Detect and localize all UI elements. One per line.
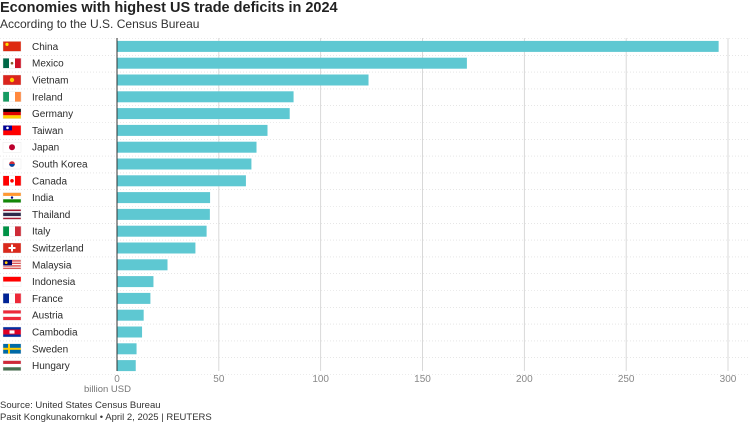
germany-flag <box>2 108 22 119</box>
bar-taiwan <box>117 124 268 136</box>
taiwan-flag <box>2 125 22 136</box>
mexico-flag <box>2 58 22 69</box>
bar-cambodia <box>117 326 143 338</box>
category-label: China <box>32 42 59 53</box>
bar-vietnam <box>117 74 369 86</box>
bar-ireland <box>117 91 294 103</box>
france-flag <box>2 293 22 304</box>
bar-south-korea <box>117 158 252 170</box>
bar-canada <box>117 175 246 187</box>
bar-malaysia <box>117 259 168 271</box>
category-label: Sweden <box>32 344 68 355</box>
category-label: France <box>32 294 64 305</box>
chart-subtitle: According to the U.S. Census Bureau <box>0 17 200 31</box>
category-label: South Korea <box>32 160 88 171</box>
category-label: Thailand <box>32 210 70 221</box>
italy-flag <box>2 225 22 237</box>
category-label: Cambodia <box>32 328 78 339</box>
category-label: Indonesia <box>32 277 76 288</box>
vietnam-flag <box>2 74 22 86</box>
chart-title: Economies with highest US trade deficits… <box>0 0 338 16</box>
x-tick-label: 200 <box>516 374 533 385</box>
bar-austria <box>117 309 144 321</box>
south-korea-flag <box>2 158 22 170</box>
bar-italy <box>117 225 207 237</box>
china-flag <box>2 41 22 52</box>
category-label: Malaysia <box>32 260 72 271</box>
bar-japan <box>117 141 257 153</box>
cambodia-flag <box>2 326 22 338</box>
ireland-flag <box>2 91 22 103</box>
category-label: Austria <box>32 311 64 322</box>
sweden-flag <box>2 343 22 354</box>
india-flag <box>2 192 22 203</box>
bar-mexico <box>117 57 467 69</box>
category-label: Germany <box>32 109 73 120</box>
bar-switzerland <box>117 242 196 254</box>
bar-france <box>117 292 151 304</box>
hungary-flag <box>2 360 22 371</box>
credit-line: Pasit Kongkunakornkul • April 2, 2025 | … <box>0 412 212 423</box>
switzerland-flag <box>2 242 22 254</box>
austria-flag <box>2 310 22 321</box>
bar-hungary <box>117 360 136 372</box>
x-tick-label: 0 <box>114 374 120 385</box>
malaysia-flag <box>2 259 22 270</box>
canada-flag <box>2 175 22 187</box>
category-label: Vietnam <box>32 76 69 87</box>
thailand-flag <box>2 209 22 220</box>
category-label: Mexico <box>32 59 64 70</box>
category-label: Ireland <box>32 92 63 103</box>
bar-indonesia <box>117 276 154 288</box>
x-tick-label: 300 <box>720 374 737 385</box>
category-label: Italy <box>32 227 50 238</box>
x-tick-label: 150 <box>414 374 431 385</box>
category-label: Switzerland <box>32 244 84 255</box>
bar-sweden <box>117 343 137 355</box>
japan-flag <box>2 141 22 153</box>
indonesia-flag <box>2 276 22 287</box>
bar-thailand <box>117 208 210 220</box>
x-tick-label: 250 <box>618 374 635 385</box>
bar-china <box>117 40 719 52</box>
bar-india <box>117 192 211 204</box>
x-tick-label: 100 <box>312 374 329 385</box>
category-label: Japan <box>32 143 59 154</box>
category-label: Taiwan <box>32 126 63 137</box>
x-axis-unit: billion USD <box>84 384 131 395</box>
bar-germany <box>117 108 290 120</box>
category-label: India <box>32 193 54 204</box>
source-note: Source: United States Census Bureau <box>0 400 161 411</box>
category-label: Hungary <box>32 361 70 372</box>
category-label: Canada <box>32 176 67 187</box>
x-tick-label: 50 <box>213 374 225 385</box>
